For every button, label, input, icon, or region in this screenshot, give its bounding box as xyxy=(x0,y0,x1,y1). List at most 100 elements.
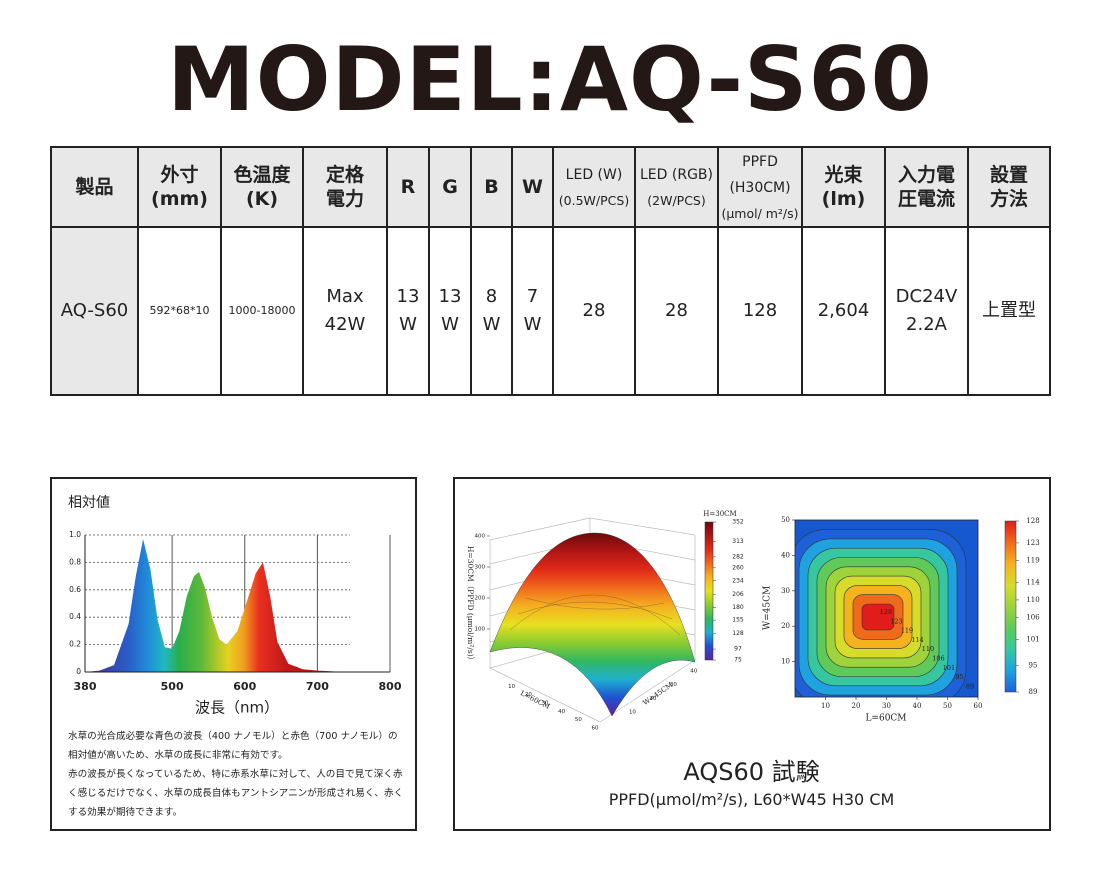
cell-text: G xyxy=(442,176,458,198)
table-cell: 28 xyxy=(634,226,719,396)
x-tick-label: 800 xyxy=(379,680,402,693)
surface-contour xyxy=(509,594,681,636)
x-tick-label: 40 xyxy=(913,702,922,710)
colorbar-tick-label: 110 xyxy=(1026,596,1039,604)
cell-text: 7 xyxy=(526,286,539,307)
table-cell: 13 W xyxy=(428,226,472,396)
contour-label: 106 xyxy=(932,655,944,663)
table-cell: Max 42W xyxy=(302,226,388,396)
y-tick-label: 20 xyxy=(781,622,790,630)
y-tick-label: 40 xyxy=(781,551,790,559)
cell-text: 設置 xyxy=(989,164,1028,186)
cell-text: 2.2A xyxy=(906,314,947,335)
contour-label: 110 xyxy=(922,645,934,653)
cell-text: 上置型 xyxy=(982,300,1036,321)
caption-subtitle: PPFD(μmol/m²/s), L60*W45 H30 CM xyxy=(608,790,895,809)
contour-label: 95 xyxy=(955,673,963,681)
l-tick-label: 50 xyxy=(575,717,582,723)
cell-text: LED (RGB) xyxy=(640,167,713,183)
frame-line xyxy=(589,517,696,536)
table-cell: 製品 xyxy=(50,146,139,228)
cell-text: 28 xyxy=(582,300,606,321)
table-cell: 592*68*10 xyxy=(137,226,222,396)
y-tick-label: 30 xyxy=(781,587,790,595)
cell-text: 13 xyxy=(396,286,420,307)
description: 水草の光合成必要な青色の波長（400 ナノモル）と赤色（700 ナノモル）の相対… xyxy=(68,727,406,822)
w-axis-label: W=45CM xyxy=(642,681,675,707)
table-cell: LED (W) (0.5W/PCS) xyxy=(552,146,636,228)
l-tick-label: 60 xyxy=(592,726,599,732)
cell-text: W xyxy=(482,314,501,335)
colorbar-tick-label: 101 xyxy=(1026,635,1039,643)
cell-text: W xyxy=(441,314,459,335)
cell-text: 電力 xyxy=(325,188,364,210)
cell-text: 製品 xyxy=(75,176,114,198)
y-tick-label: 0.8 xyxy=(69,557,81,566)
contours xyxy=(795,529,967,697)
contour-label: 128 xyxy=(880,608,892,616)
colorbar-tick-label: 313 xyxy=(732,538,744,545)
y-tick-label: 50 xyxy=(781,516,790,524)
cell-text: DC24V xyxy=(895,286,958,307)
z-tick-label: 200 xyxy=(475,596,486,602)
cell-text: 2,604 xyxy=(817,300,870,321)
colorbar-tick-label: 155 xyxy=(732,617,744,624)
cell-text: (0.5W/PCS) xyxy=(558,193,630,208)
table-cell: DC24V 2.2A xyxy=(884,226,969,396)
cell-text: 28 xyxy=(665,300,688,321)
w-tick-label: 40 xyxy=(690,668,697,674)
colorbar-tick-label: 114 xyxy=(1026,578,1040,586)
x-tick-label: 10 xyxy=(821,702,830,710)
cell-text: AQ-S60 xyxy=(60,300,129,321)
colorbar-tick-label: 260 xyxy=(732,564,744,571)
cell-text: 入力電 xyxy=(897,164,955,186)
frame-line xyxy=(489,517,591,541)
cell-text: PPFD (H30CM) xyxy=(729,154,791,196)
y-tick-label: 1.0 xyxy=(69,530,81,539)
table-cell: LED (RGB) (2W/PCS) xyxy=(634,146,719,228)
contour-label: 123 xyxy=(890,617,902,625)
colorbar-tick-label: 119 xyxy=(1026,556,1039,564)
table-cell: 上置型 xyxy=(967,226,1051,396)
colorbar-tick-label: 123 xyxy=(1026,539,1039,547)
cell-text: 8 xyxy=(485,286,498,307)
colorbar-tick-label: 95 xyxy=(1029,662,1038,670)
colorbar xyxy=(1004,520,1017,693)
table-cell: B xyxy=(470,146,513,228)
x-tick-label: 30 xyxy=(882,702,891,710)
l-tick-label: 40 xyxy=(558,709,565,715)
w-tick-label: 10 xyxy=(629,710,636,716)
contour-label: 119 xyxy=(901,627,913,635)
y-tick-label: 0.2 xyxy=(69,640,81,649)
contour-label: 89 xyxy=(966,682,974,690)
caption-title: AQS60 試験 xyxy=(683,758,820,786)
table-cell: 28 xyxy=(552,226,636,396)
frame-line xyxy=(489,667,601,723)
cell-text: 1000-18000 xyxy=(228,304,296,317)
surface-contour xyxy=(525,597,665,610)
model-title: MODEL:AQ-S60 xyxy=(167,28,933,131)
x-tick-label: 600 xyxy=(233,680,256,693)
l-tick-label: 10 xyxy=(508,684,515,690)
z-axis-label: H=30CM（PPFD (μmol/m²/s)） xyxy=(466,546,475,664)
cell-text: 色温度 xyxy=(233,164,291,186)
contour-band xyxy=(861,603,895,631)
cell-text: W xyxy=(399,314,417,335)
table-cell: 128 xyxy=(717,226,803,396)
table-row: AQ-S60 592*68*10 1000-18000 Max 42W 13 W 13 W 8 W 7… xyxy=(50,226,1051,396)
x-tick-label: 50 xyxy=(943,702,952,710)
x-axis-label: 波長（nm） xyxy=(195,699,279,717)
colorbar-tick-label: 180 xyxy=(732,604,744,611)
cell-text: 13 xyxy=(438,286,462,307)
table-cell: W xyxy=(511,146,554,228)
cell-text: W xyxy=(522,176,543,198)
y-tick-label: 10 xyxy=(781,658,790,666)
table-cell: PPFD (H30CM) (μmol/ m²/s) xyxy=(717,146,803,228)
y-tick-label: 0.6 xyxy=(69,585,81,594)
table-cell: R xyxy=(386,146,430,228)
cell-text: 外寸 xyxy=(160,164,199,186)
